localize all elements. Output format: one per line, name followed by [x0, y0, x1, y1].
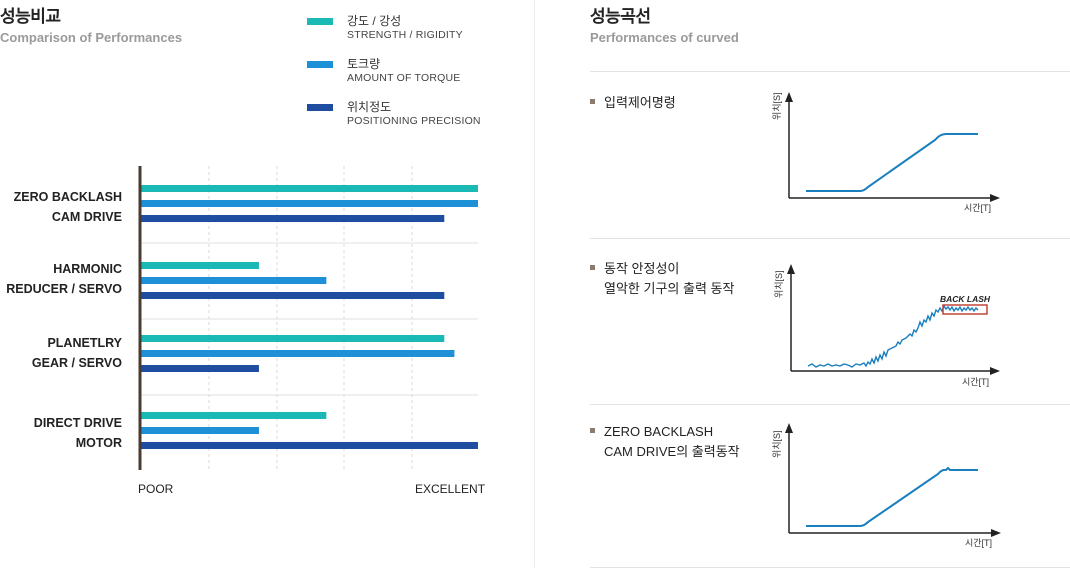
- legend-label-ko: 강도 / 강성: [347, 14, 402, 28]
- legend-label-ko: 토크량: [347, 57, 381, 71]
- divider-line: [590, 404, 1070, 405]
- curves-subtitle: Performances of curved: [590, 30, 739, 45]
- y-axis-arrow-icon: [785, 423, 793, 433]
- y-axis-label: 위치[S]: [771, 92, 782, 120]
- y-axis-label: 위치[S]: [771, 430, 782, 458]
- page-title: 성능비교: [0, 7, 61, 26]
- bar-1-2: [141, 292, 445, 299]
- legend-label-en: AMOUNT OF TORQUE: [347, 72, 461, 84]
- bar-2-1: [141, 350, 455, 357]
- y-axis-arrow-icon: [787, 264, 795, 274]
- curve-item-label: 입력제어명령: [604, 95, 676, 110]
- x-axis-label: 시간[T]: [964, 203, 991, 213]
- legend-swatch: [307, 18, 333, 25]
- x-axis-arrow-icon: [990, 194, 1000, 202]
- x-axis-min-label: POOR: [138, 482, 174, 496]
- category-line: GEAR / SERVO: [31, 356, 122, 370]
- page-subtitle: Comparison of Performances: [0, 30, 183, 45]
- y-axis-label: 위치[S]: [773, 270, 784, 298]
- x-axis-label: 시간[T]: [965, 538, 992, 548]
- position-curve: [806, 133, 978, 192]
- category-line: ZERO BACKLASH: [13, 190, 122, 204]
- bullet-icon: [590, 265, 595, 271]
- category-label-zero-backlash: ZERO BACKLASH CAM DRIVE: [0, 187, 122, 227]
- curve-item-zero-backlash-output: ZERO BACKLASH CAM DRIVE의 출력동작: [590, 422, 740, 462]
- performance-bar-chart: [138, 166, 478, 470]
- legend-swatch: [307, 104, 333, 111]
- curve-graph-input: 위치[S] 시간[T]: [771, 92, 1000, 213]
- curve-item-label-line2: 열악한 기구의 출력 동작: [604, 281, 735, 296]
- curve-graph-backlash: BACK LASH 위치[S] 시간[T]: [773, 264, 1000, 387]
- curve-item-label: ZERO BACKLASH: [604, 424, 714, 439]
- category-label-planetary: PLANETLRY GEAR / SERVO: [0, 333, 122, 373]
- category-line: REDUCER / SERVO: [6, 282, 122, 296]
- backlash-annotation: BACK LASH: [940, 294, 991, 304]
- legend-label-en: STRENGTH / RIGIDITY: [347, 29, 463, 41]
- y-axis-arrow-icon: [785, 92, 793, 102]
- curve-item-label: 동작 안정성이: [604, 261, 680, 276]
- divider-line: [590, 238, 1070, 239]
- bar-2-0: [141, 335, 445, 342]
- category-line: CAM DRIVE: [51, 210, 122, 224]
- backlash-highlight-box: [942, 304, 988, 315]
- section-divider: [534, 0, 535, 568]
- category-line: HARMONIC: [53, 262, 122, 276]
- curves-title: 성능곡선: [590, 7, 651, 26]
- curve-item-unstable-output: 동작 안정성이 열악한 기구의 출력 동작: [590, 259, 734, 299]
- bar-1-1: [141, 277, 327, 284]
- x-axis-label: 시간[T]: [962, 377, 989, 387]
- legend-label-ko: 위치정도: [347, 100, 392, 114]
- bar-3-2: [141, 442, 478, 449]
- bar-0-1: [141, 200, 478, 207]
- category-line: DIRECT DRIVE: [33, 416, 122, 430]
- position-curve: [806, 466, 978, 527]
- divider-line: [590, 71, 1070, 72]
- curve-item-label-line2: CAM DRIVE의 출력동작: [604, 444, 740, 459]
- bar-1-0: [141, 262, 259, 269]
- category-label-direct-drive: DIRECT DRIVE MOTOR: [0, 413, 122, 453]
- legend-swatch: [307, 61, 333, 68]
- category-line: PLANETLRY: [47, 336, 122, 350]
- bullet-icon: [590, 428, 595, 434]
- x-axis-arrow-icon: [991, 529, 1001, 537]
- bar-3-0: [141, 412, 327, 419]
- x-axis-arrow-icon: [990, 367, 1000, 375]
- curve-graph-zero-backlash: 위치[S] 시간[T]: [771, 423, 1001, 548]
- bullet-icon: [590, 99, 595, 105]
- bar-3-1: [141, 427, 259, 434]
- legend-label-en: POSITIONING PRECISION: [347, 115, 481, 127]
- category-line: MOTOR: [75, 436, 122, 450]
- bar-0-0: [141, 185, 478, 192]
- curve-item-input-command: 입력제어명령: [590, 93, 676, 113]
- bar-0-2: [141, 215, 445, 222]
- position-curve: [807, 304, 979, 368]
- bar-2-2: [141, 365, 259, 372]
- category-label-harmonic: HARMONIC REDUCER / SERVO: [0, 259, 122, 299]
- x-axis-max-label: EXCELLENT: [415, 482, 486, 496]
